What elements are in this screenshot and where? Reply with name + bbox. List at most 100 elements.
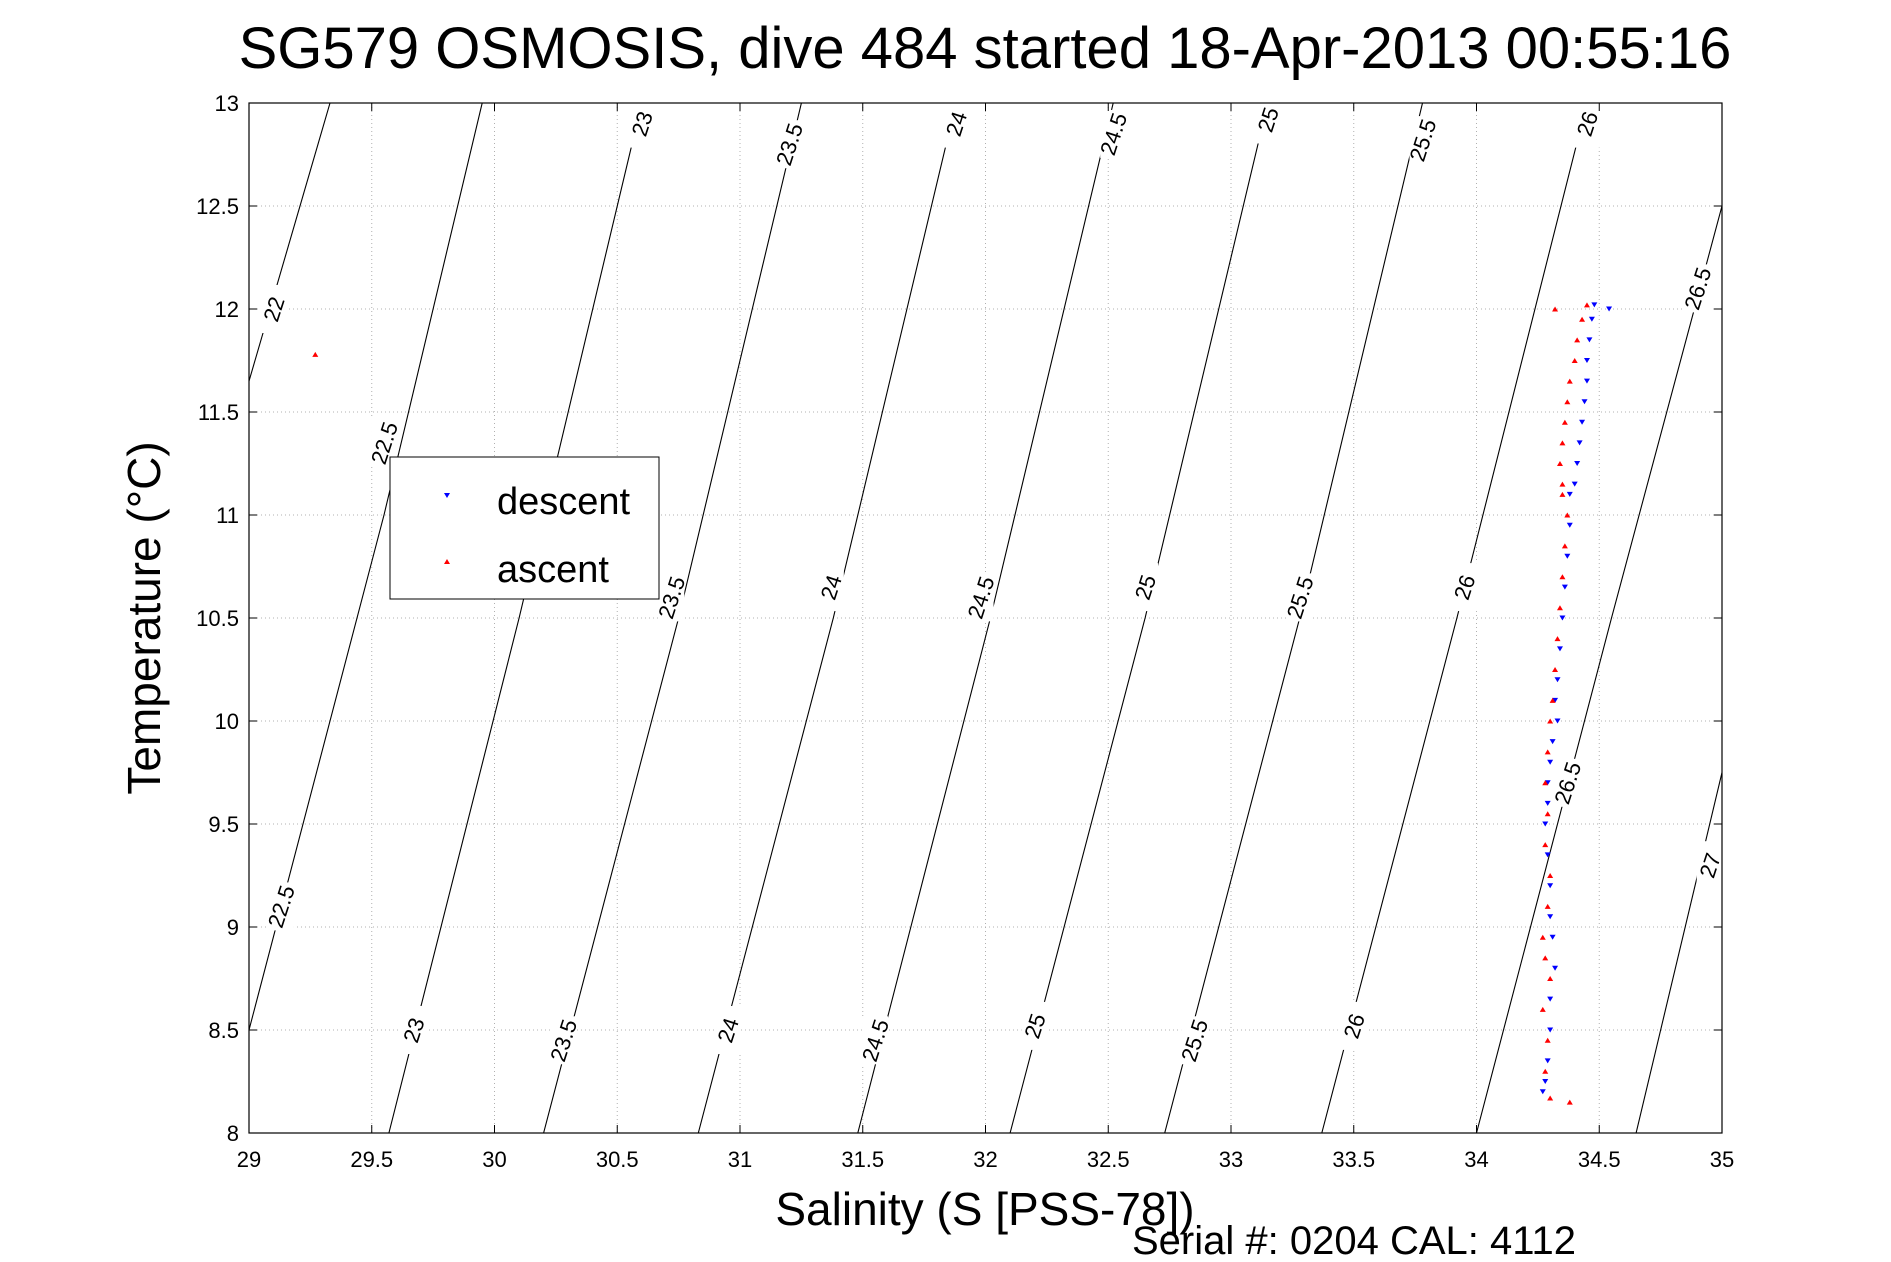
y-tick-label: 11 bbox=[216, 503, 239, 528]
contour-label-background bbox=[776, 120, 803, 169]
ascent-point bbox=[1547, 718, 1554, 724]
legend: descent ascent bbox=[389, 456, 660, 600]
x-tick-label: 33 bbox=[1219, 1147, 1243, 1172]
descent-point bbox=[1547, 914, 1554, 920]
contour-label-background bbox=[260, 285, 287, 333]
ascent-point bbox=[1556, 605, 1563, 611]
ascent-point bbox=[1554, 636, 1561, 642]
contour-label-background bbox=[1684, 264, 1711, 313]
density-contour-line bbox=[248, 102, 483, 1031]
x-tick-label: 30 bbox=[482, 1147, 506, 1172]
contour-label-background bbox=[1286, 573, 1313, 622]
contour-label-background bbox=[400, 1006, 427, 1054]
contour-label-background bbox=[550, 1016, 577, 1065]
ascent-point bbox=[1564, 512, 1571, 518]
ascent-point bbox=[1552, 667, 1559, 672]
ascent-point bbox=[1544, 749, 1551, 755]
x-tick-label: 34 bbox=[1464, 1147, 1488, 1172]
descent-point bbox=[1576, 440, 1583, 446]
density-contours bbox=[248, 102, 1723, 1134]
contour-label-background bbox=[1132, 563, 1159, 612]
x-tick-label: 33.5 bbox=[1332, 1147, 1375, 1172]
legend-box bbox=[389, 456, 660, 600]
ascent-point bbox=[1559, 440, 1566, 446]
ascent-point bbox=[1544, 811, 1551, 817]
ascent-point bbox=[1549, 697, 1556, 703]
ascent-point bbox=[1561, 419, 1568, 425]
ascent-point bbox=[1547, 1095, 1554, 1101]
density-contour-line bbox=[1009, 102, 1269, 1134]
y-tick-label: 12 bbox=[215, 297, 239, 322]
ascent-point bbox=[1552, 306, 1559, 312]
density-contour-line bbox=[248, 102, 331, 382]
y-axis-label: Temperature (°C) bbox=[118, 441, 170, 794]
contour-label-background bbox=[862, 1016, 889, 1065]
x-axis-label: Salinity (S [PSS-78]) bbox=[775, 1183, 1194, 1235]
contour-label-background bbox=[943, 99, 970, 148]
ascent-point bbox=[1561, 543, 1568, 549]
x-tick-label: 29.5 bbox=[350, 1147, 393, 1172]
descent-point bbox=[1544, 800, 1551, 806]
density-contour-line bbox=[1475, 205, 1723, 1134]
ascent-point bbox=[1542, 1068, 1549, 1074]
ascent-point bbox=[1544, 903, 1551, 909]
x-tick-label: 30.5 bbox=[596, 1147, 639, 1172]
ascent-point bbox=[1574, 337, 1581, 343]
legend-descent-label: descent bbox=[497, 481, 631, 523]
descent-point bbox=[1552, 697, 1559, 703]
x-tick-label: 32 bbox=[973, 1147, 997, 1172]
data-points bbox=[312, 302, 1613, 1105]
density-contour-line bbox=[1635, 772, 1723, 1134]
ascent-point bbox=[1559, 491, 1566, 497]
contour-label-background bbox=[628, 99, 655, 148]
y-tick-label: 10.5 bbox=[196, 606, 239, 631]
ascent-point bbox=[1547, 976, 1554, 981]
ascent-point bbox=[1542, 955, 1549, 961]
descent-point bbox=[1574, 461, 1581, 466]
y-tick-label: 13 bbox=[215, 91, 239, 116]
descent-point bbox=[1542, 821, 1549, 827]
ascent-point bbox=[1583, 302, 1590, 308]
descent-point bbox=[1583, 358, 1590, 363]
descent-point bbox=[1547, 996, 1554, 1002]
x-tick-label: 31 bbox=[728, 1147, 752, 1172]
ascent-point bbox=[1564, 399, 1571, 405]
legend-ascent-label: ascent bbox=[497, 549, 609, 591]
x-axis-ticks: 29 29.5 30 30.5 31 31.5 32 32.5 33 33.5 34 34.5 35 bbox=[237, 103, 1734, 1172]
descent-point bbox=[1547, 883, 1554, 889]
ascent-point bbox=[1566, 1099, 1573, 1105]
contour-label-background bbox=[1340, 1001, 1367, 1050]
descent-point bbox=[1571, 481, 1578, 487]
y-tick-label: 8.5 bbox=[208, 1018, 239, 1043]
x-tick-label: 35 bbox=[1710, 1147, 1734, 1172]
descent-point bbox=[1566, 522, 1573, 528]
x-tick-label: 29 bbox=[237, 1147, 261, 1172]
density-contour-line bbox=[1321, 102, 1588, 1134]
y-tick-label: 9.5 bbox=[208, 812, 239, 837]
x-tick-label: 31.5 bbox=[841, 1147, 884, 1172]
descent-point bbox=[1554, 718, 1561, 724]
ascent-point bbox=[1539, 1006, 1546, 1012]
density-contour-line bbox=[388, 102, 643, 1134]
contour-label-background bbox=[1021, 1001, 1048, 1050]
descent-point bbox=[1539, 1089, 1546, 1095]
contour-label-background bbox=[1409, 116, 1436, 165]
ascent-point bbox=[1539, 934, 1546, 940]
ascent-point bbox=[1542, 780, 1549, 786]
chart-title: SG579 OSMOSIS, dive 484 started 18-Apr-2… bbox=[239, 16, 1732, 81]
descent-point bbox=[1547, 759, 1554, 765]
descent-point bbox=[1581, 399, 1588, 405]
descent-point bbox=[1547, 1027, 1554, 1033]
density-contour-line bbox=[697, 102, 957, 1134]
ascent-point bbox=[1559, 481, 1566, 487]
descent-point bbox=[1554, 677, 1561, 683]
descent-point bbox=[1566, 491, 1573, 497]
ascent-point bbox=[1566, 378, 1573, 384]
contour-label-background bbox=[658, 573, 685, 622]
contour-label-background bbox=[1100, 109, 1127, 158]
y-tick-label: 11.5 bbox=[198, 400, 239, 425]
descent-point bbox=[1564, 553, 1571, 559]
descent-point bbox=[1544, 1058, 1551, 1064]
descent-point bbox=[1591, 302, 1598, 308]
